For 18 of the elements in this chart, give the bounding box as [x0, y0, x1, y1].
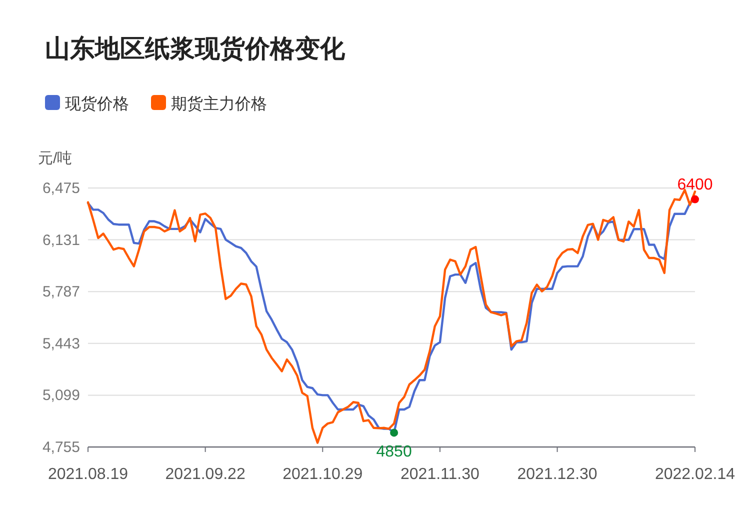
y-tick-label: 4,755 — [42, 439, 80, 456]
legend-label: 期货主力价格 — [171, 95, 267, 113]
chart-title: 山东地区纸浆现货价格变化 — [45, 35, 346, 63]
y-tick-label: 6,131 — [42, 232, 80, 249]
legend-label: 现货价格 — [65, 95, 129, 113]
annotation: 6400 — [677, 176, 713, 194]
x-tick-label: 2021.08.19 — [48, 466, 128, 483]
y-axis-title: 元/吨 — [38, 150, 72, 167]
y-tick-label: 6,475 — [42, 180, 80, 197]
y-tick-label: 5,099 — [42, 387, 80, 404]
x-tick-label: 2021.11.30 — [400, 466, 480, 483]
x-tick-label: 2022.02.14 — [654, 466, 736, 483]
x-tick-label: 2021.12.30 — [517, 466, 598, 483]
annotation: 4850 — [376, 444, 412, 461]
y-tick-label: 5,787 — [42, 284, 80, 301]
x-tick-label: 2021.09.22 — [165, 466, 246, 483]
x-tick-label: 2021.10.29 — [282, 466, 363, 483]
y-tick-label: 5,443 — [42, 335, 80, 352]
